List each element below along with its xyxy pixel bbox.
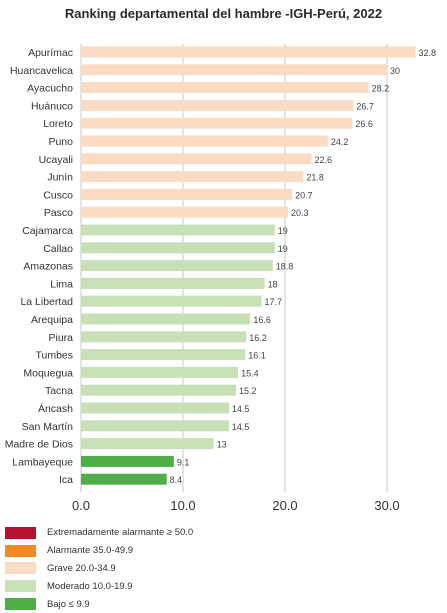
category-label: Tacna [45,385,73,397]
x-tick-label: 20.0 [272,498,297,513]
chart-title: Ranking departamental del hambre -IGH-Pe… [64,6,383,21]
data-label: 32.8 [419,48,437,58]
category-label: Huancavelica [10,65,73,77]
x-tick-label: 10.0 [170,498,195,513]
bar [81,242,275,254]
legend-swatch [5,580,36,593]
data-label: 16.6 [253,315,271,325]
bar [81,224,275,236]
bar [81,188,293,200]
category-label: Amazonas [23,261,73,273]
category-label: Áncash [38,402,73,415]
legend-label: Grave 20.0-34.9 [47,562,116,574]
category-label: San Martín [22,421,74,433]
data-label: 16.1 [248,351,266,361]
bar [81,82,369,94]
data-label: 16.2 [249,333,267,343]
data-label: 19 [278,244,288,254]
data-label: 18 [268,279,278,289]
data-label: 24.2 [331,137,349,147]
bar [81,366,239,378]
data-label: 14.5 [232,422,250,432]
category-label: Huánuco [31,100,73,112]
bar [81,153,312,165]
x-tick-label: 30.0 [374,498,399,513]
bar [81,277,265,289]
data-label: 26.7 [356,101,374,111]
data-label: 15.4 [241,368,259,378]
bar [81,260,273,272]
category-label: Ica [59,474,73,486]
category-label: Tumbes [35,350,73,362]
category-label: Lima [50,278,73,290]
legend-label: Alarmante 35.0-49.9 [47,545,134,557]
category-label: Junín [47,172,73,184]
bar [81,99,354,111]
data-label: 21.8 [306,173,324,183]
category-label: Lambayeque [12,456,73,468]
data-label: 17.7 [265,297,283,307]
legend-label: Moderado 10.0-19.9 [47,580,133,592]
data-label: 28.2 [372,84,390,94]
bar [81,455,174,467]
bar [81,171,304,183]
data-label: 8.4 [170,475,183,485]
bar [81,420,229,432]
legend-label: Extremadamente alarmante ≥ 50.0 [47,527,194,539]
legend-swatch [5,526,36,539]
data-label: 13 [217,440,227,450]
bar [81,46,416,58]
bar [81,331,247,343]
category-label: Pasco [44,207,73,219]
data-label: 22.6 [315,155,333,165]
data-label: 9.1 [177,457,190,467]
category-label: Ucayali [39,154,73,166]
category-label: Moquegua [23,367,73,379]
data-label: 30 [390,66,400,76]
bar [81,117,353,129]
bar [81,295,262,307]
data-label: 15.2 [239,386,257,396]
bar [81,313,251,325]
category-label: Piura [48,332,73,344]
bar [81,473,167,485]
data-label: 26.6 [355,119,373,129]
category-label: Arequipa [31,314,73,326]
legend-item: Extremadamente alarmante ≥ 50.0 [5,524,193,542]
legend-label: Bajo ≤ 9.9 [47,598,90,610]
legend-item: Bajo ≤ 9.9 [5,595,193,613]
legend-swatch [5,544,36,557]
legend-swatch [5,562,36,575]
category-label: Cajamarca [22,225,73,237]
x-tick-label: 0.0 [72,498,90,513]
legend-item: Grave 20.0-34.9 [5,560,193,578]
category-label: Loreto [43,118,73,130]
category-label: Callao [43,243,73,255]
category-label: Cusco [43,189,73,201]
category-label: Ayacucho [27,83,73,95]
category-label: La Libertad [20,296,73,308]
data-label: 18.8 [276,262,294,272]
category-label: Madre de Dios [5,439,73,451]
data-label: 20.3 [291,208,309,218]
data-label: 19 [278,226,288,236]
bar [81,206,289,218]
bar [81,64,387,76]
bar [81,384,237,396]
legend-item: Moderado 10.0-19.9 [5,577,193,595]
data-label: 14.5 [232,404,250,414]
category-label: Apurímac [28,47,73,59]
legend: Extremadamente alarmante ≥ 50.0 Alarmante… [5,524,193,613]
data-label: 20.7 [295,190,313,200]
bar [81,402,229,414]
bar [81,438,214,450]
bar [81,349,246,361]
legend-item: Alarmante 35.0-49.9 [5,542,193,560]
bar-chart: 0.0 10.0 20.0 30.0 Apurímac 32.8 Huancavelica 3… [5,44,437,513]
legend-swatch [5,598,36,611]
bar [81,135,328,147]
category-label: Puno [48,136,73,148]
